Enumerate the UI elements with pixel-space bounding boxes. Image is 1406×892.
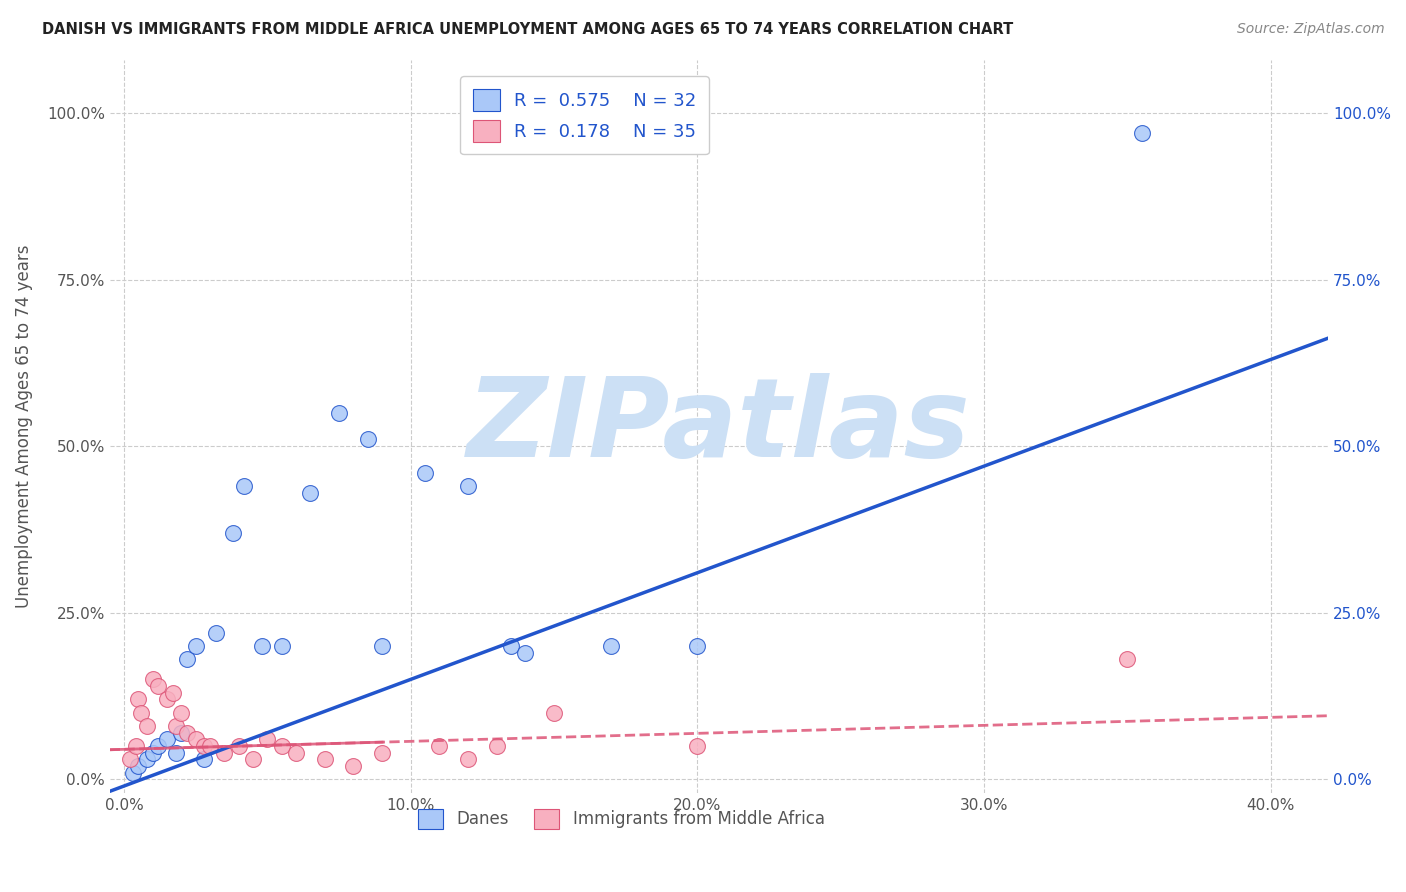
Point — [328, 406, 350, 420]
Point — [515, 646, 537, 660]
Point — [148, 679, 170, 693]
Point — [457, 752, 479, 766]
Point — [485, 739, 508, 753]
Point — [193, 752, 215, 766]
Point — [371, 639, 394, 653]
Point — [429, 739, 451, 753]
Point — [299, 485, 322, 500]
Point — [457, 479, 479, 493]
Point — [233, 479, 256, 493]
Point — [205, 625, 228, 640]
Point — [198, 739, 221, 753]
Point — [686, 639, 709, 653]
Point — [176, 652, 198, 666]
Y-axis label: Unemployment Among Ages 65 to 74 years: Unemployment Among Ages 65 to 74 years — [15, 244, 32, 607]
Point — [136, 719, 159, 733]
Point — [270, 739, 292, 753]
Point — [136, 752, 159, 766]
Point — [242, 752, 264, 766]
Point — [156, 692, 179, 706]
Point — [314, 752, 336, 766]
Point — [600, 639, 623, 653]
Text: ZIPatlas: ZIPatlas — [467, 373, 970, 480]
Point — [256, 732, 278, 747]
Point — [228, 739, 250, 753]
Point — [142, 673, 165, 687]
Point — [543, 706, 565, 720]
Point — [501, 639, 523, 653]
Point — [371, 746, 394, 760]
Legend: Danes, Immigrants from Middle Africa: Danes, Immigrants from Middle Africa — [412, 802, 831, 836]
Point — [1116, 652, 1139, 666]
Point — [214, 746, 236, 760]
Point — [222, 525, 245, 540]
Point — [148, 739, 170, 753]
Point — [121, 765, 143, 780]
Point — [250, 639, 273, 653]
Point — [270, 639, 292, 653]
Point — [142, 746, 165, 760]
Point — [285, 746, 308, 760]
Point — [184, 732, 207, 747]
Text: Source: ZipAtlas.com: Source: ZipAtlas.com — [1237, 22, 1385, 37]
Point — [342, 759, 364, 773]
Point — [170, 706, 193, 720]
Point — [156, 732, 179, 747]
Point — [165, 746, 187, 760]
Point — [686, 739, 709, 753]
Point — [413, 466, 436, 480]
Point — [129, 706, 152, 720]
Point — [170, 725, 193, 739]
Point — [184, 639, 207, 653]
Point — [176, 725, 198, 739]
Point — [127, 759, 149, 773]
Point — [127, 692, 149, 706]
Point — [165, 719, 187, 733]
Point — [1130, 126, 1153, 140]
Text: DANISH VS IMMIGRANTS FROM MIDDLE AFRICA UNEMPLOYMENT AMONG AGES 65 TO 74 YEARS C: DANISH VS IMMIGRANTS FROM MIDDLE AFRICA … — [42, 22, 1014, 37]
Point — [193, 739, 215, 753]
Point — [118, 752, 141, 766]
Point — [162, 686, 184, 700]
Point — [357, 433, 380, 447]
Point — [124, 739, 146, 753]
